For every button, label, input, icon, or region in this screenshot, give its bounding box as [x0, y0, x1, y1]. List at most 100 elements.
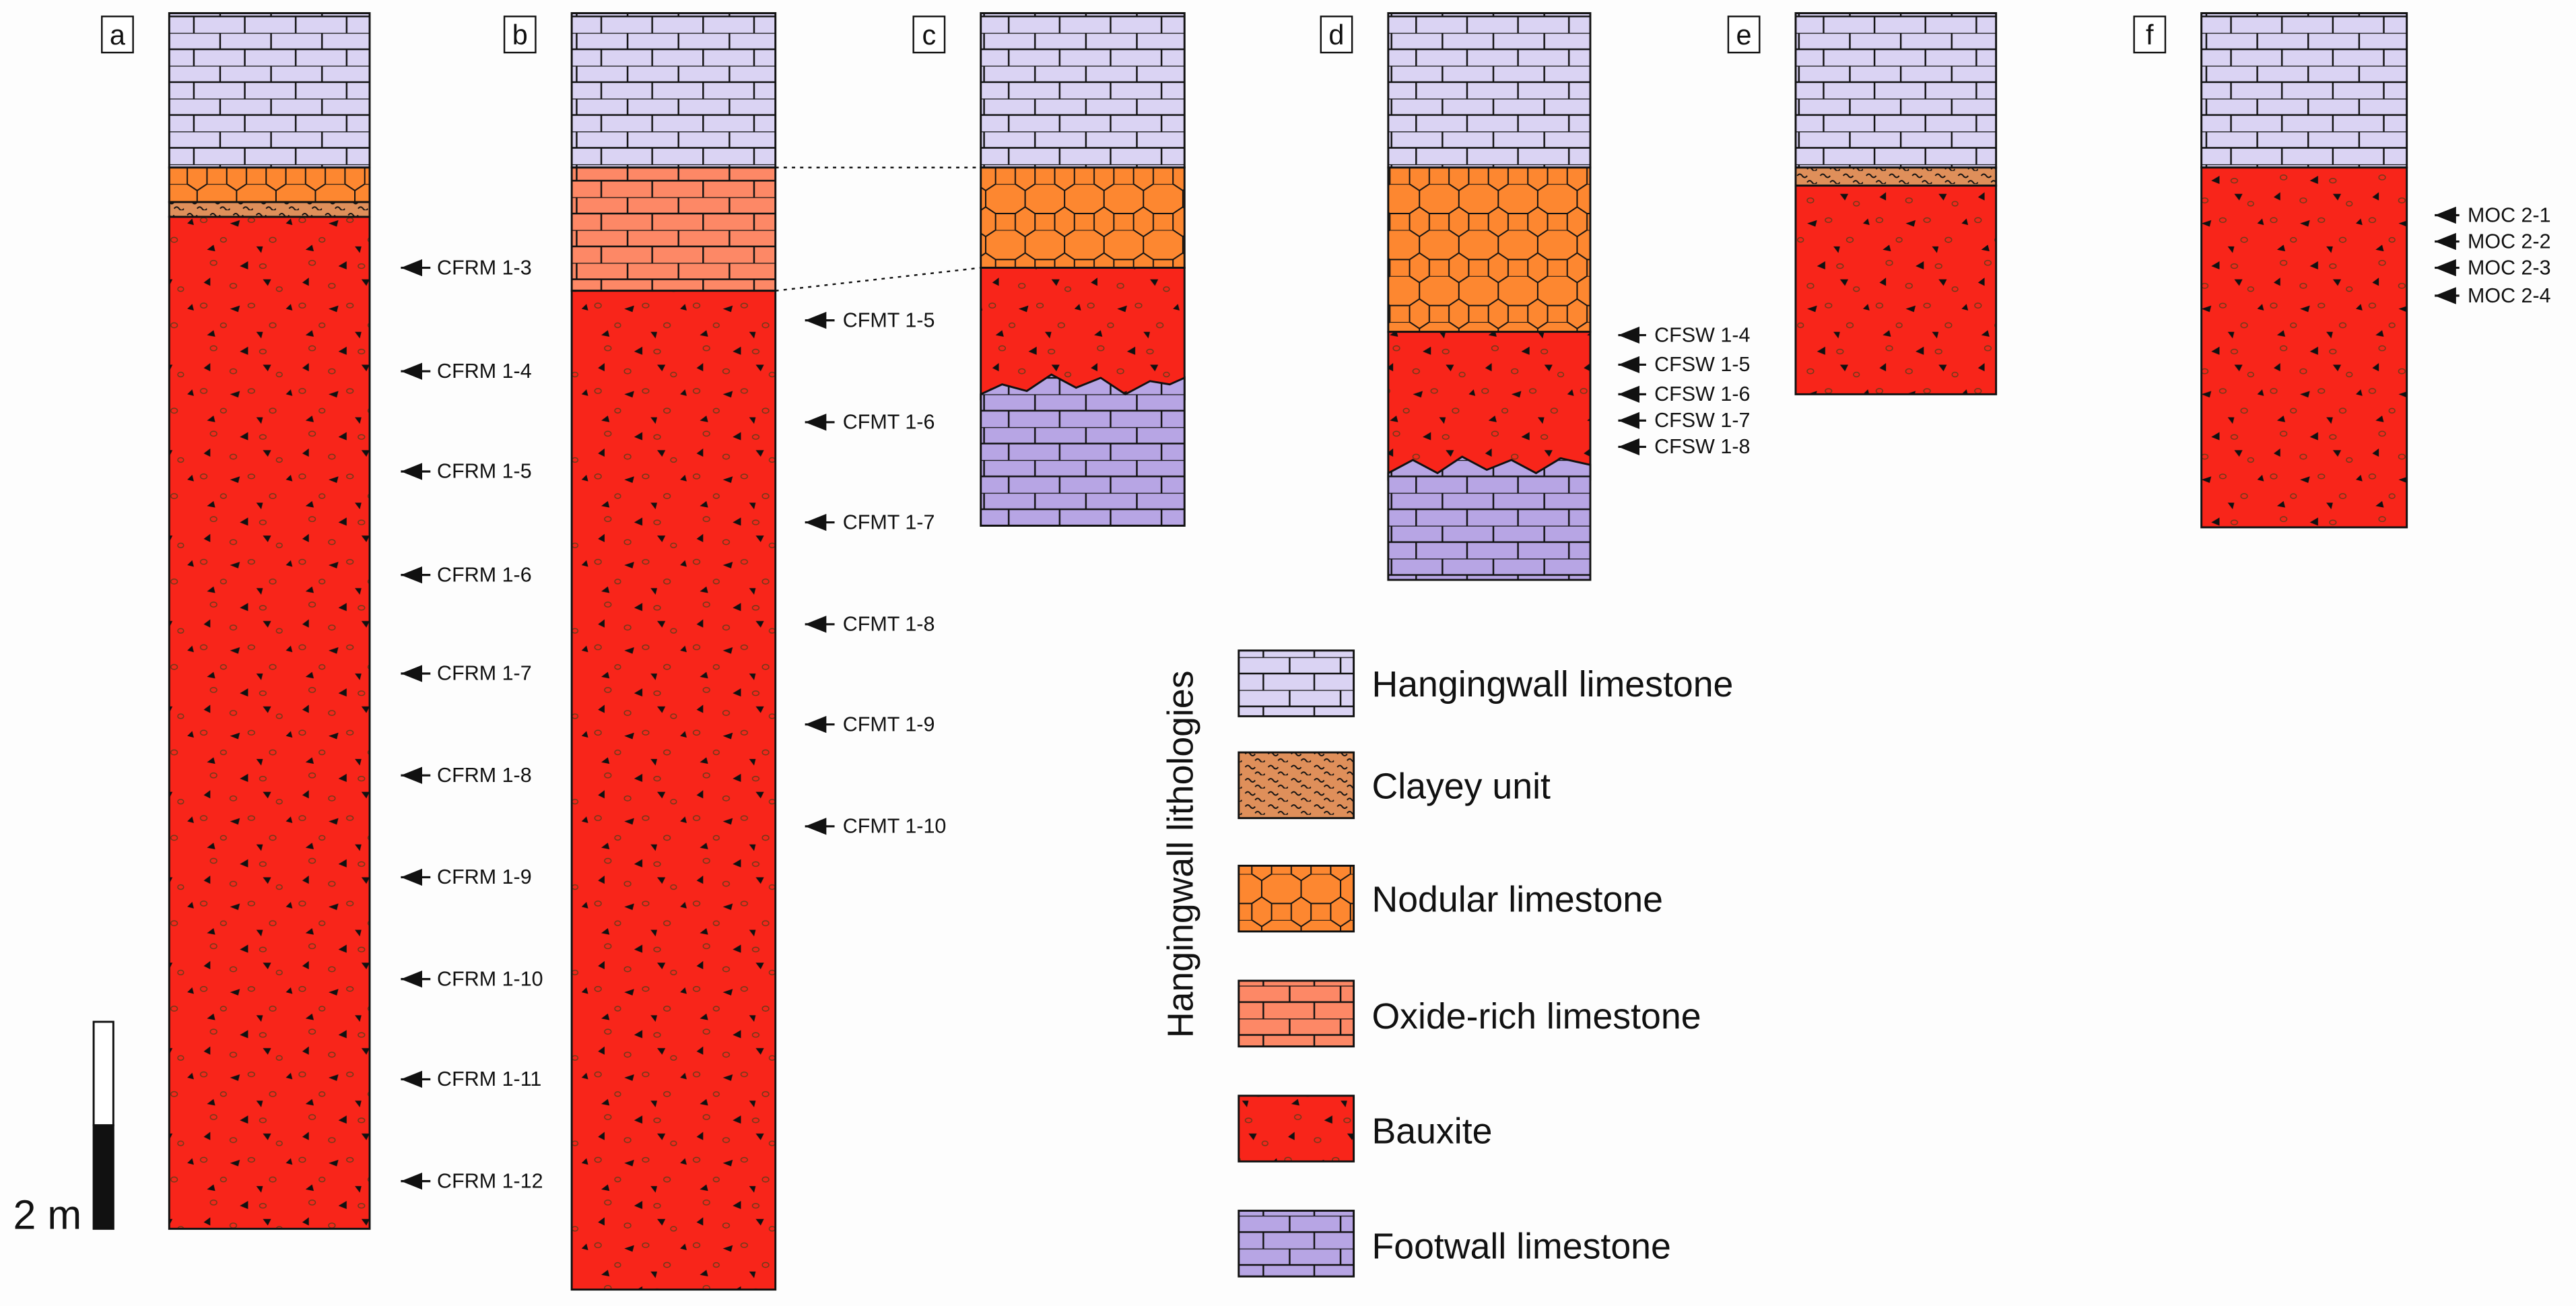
column-b: [570, 12, 777, 1291]
sample-label: CFMT 1-7: [843, 511, 935, 533]
scale-bar: 2 m: [13, 1020, 114, 1237]
sample-label: MOC 2-4: [2468, 284, 2551, 307]
column-letter: c: [922, 19, 936, 51]
sample-marker: CFSW 1-6: [1618, 383, 1750, 405]
sample-label: CFRM 1-5: [437, 460, 532, 483]
legend-item-clayey-unit: Clayey unit: [1238, 751, 1551, 820]
column-f: [2200, 12, 2408, 529]
sample-label: CFRM 1-12: [437, 1169, 543, 1192]
hangingwall-limestone-layer: [2200, 12, 2408, 169]
sample-label: CFMT 1-5: [843, 308, 935, 331]
sample-label: CFSW 1-8: [1654, 435, 1750, 458]
scale-bar-label: 2 m: [13, 1191, 82, 1237]
footwall-limestone-layer: [980, 373, 1186, 527]
legend-label: Nodular limestone: [1371, 880, 1663, 920]
legend-item-oxide-rich-limestone: Oxide-rich limestone: [1238, 979, 1701, 1048]
legend-title: Hangingwall lithologies: [1160, 670, 1200, 1038]
sample-marker: CFSW 1-4: [1618, 323, 1750, 346]
sample-marker: CFRM 1-11: [401, 1068, 541, 1090]
legend-label: Oxide-rich limestone: [1371, 996, 1701, 1037]
column-label-a: a: [101, 15, 134, 54]
clayey-unit-layer: [1794, 166, 1998, 187]
legend-item-hangingwall-limestone: Hangingwall limestone: [1238, 649, 1733, 717]
sample-label: CFRM 1-10: [437, 967, 543, 990]
sample-label: MOC 2-3: [2468, 256, 2551, 279]
sample-label: MOC 2-1: [2468, 203, 2551, 226]
bauxite-layer: [1387, 331, 1592, 481]
column-c: [980, 12, 1186, 527]
sample-marker: CFSW 1-7: [1618, 409, 1750, 432]
sample-marker: CFMT 1-6: [805, 411, 935, 434]
sample-marker: CFRM 1-7: [401, 662, 532, 685]
column-letter: b: [512, 19, 528, 51]
samples-column-b: CFMT 1-5 CFMT 1-6 CFMT 1-7 CFMT 1-8 CFMT…: [805, 308, 947, 838]
sample-marker: CFSW 1-8: [1618, 435, 1750, 458]
bauxite-layer: [168, 216, 371, 1230]
bauxite-layer: [1794, 185, 1998, 395]
sample-label: MOC 2-2: [2468, 230, 2551, 253]
sample-marker: CFRM 1-8: [401, 764, 532, 787]
legend: Hangingwall lithologies Hangingwall lime…: [1160, 649, 1733, 1278]
sample-label: CFRM 1-4: [437, 360, 532, 383]
nodular-limestone-layer: [980, 166, 1186, 269]
sample-marker: CFRM 1-5: [401, 460, 532, 483]
sample-marker: CFRM 1-10: [401, 967, 543, 990]
sample-marker: CFRM 1-9: [401, 866, 532, 888]
sample-marker: CFMT 1-8: [805, 613, 935, 636]
clayey-unit-layer: [168, 201, 371, 218]
column-letter: d: [1328, 19, 1344, 51]
correlation-lines: [775, 166, 981, 292]
column-letter: a: [110, 19, 126, 51]
sample-marker: MOC 2-3: [2435, 256, 2551, 279]
column-labels: a b c d e f: [101, 15, 2167, 54]
column-label-d: d: [1320, 15, 1353, 54]
hangingwall-limestone-layer: [1794, 12, 1998, 169]
sample-label: CFMT 1-9: [843, 713, 935, 736]
hangingwall-limestone-layer: [980, 12, 1186, 169]
sample-marker: CFMT 1-10: [805, 815, 947, 838]
sample-marker: CFRM 1-6: [401, 563, 532, 586]
sample-marker: CFRM 1-3: [401, 256, 532, 279]
column-label-f: f: [2133, 15, 2167, 54]
sample-label: CFRM 1-6: [437, 563, 532, 586]
sample-marker: CFMT 1-5: [805, 308, 935, 331]
sample-label: CFMT 1-6: [843, 411, 935, 434]
sample-label: CFRM 1-11: [437, 1068, 541, 1090]
bauxite-layer: [980, 267, 1186, 401]
hangingwall-limestone-layer: [168, 12, 371, 169]
sample-label: CFRM 1-7: [437, 662, 532, 685]
legend-item-bauxite: Bauxite: [1238, 1095, 1492, 1163]
footwall-limestone-layer: [1387, 455, 1592, 581]
sample-label: CFSW 1-7: [1654, 409, 1750, 432]
sample-marker: CFMT 1-9: [805, 713, 935, 736]
nodular-limestone-layer: [168, 166, 371, 203]
oxide-rich-limestone-layer: [570, 166, 777, 292]
column-letter: e: [1736, 19, 1752, 51]
sample-marker: CFRM 1-4: [401, 360, 532, 383]
hangingwall-limestone-layer: [570, 12, 777, 169]
sample-marker: MOC 2-4: [2435, 284, 2551, 307]
sample-marker: MOC 2-2: [2435, 230, 2551, 253]
sample-marker: CFSW 1-5: [1618, 353, 1750, 376]
column-letter: f: [2146, 19, 2154, 51]
sample-marker: CFRM 1-12: [401, 1169, 543, 1192]
column-a: [168, 12, 371, 1230]
sample-label: CFRM 1-9: [437, 866, 532, 888]
hangingwall-limestone-layer: [1387, 12, 1592, 169]
legend-label: Footwall limestone: [1371, 1226, 1670, 1266]
sample-label: CFRM 1-8: [437, 764, 532, 787]
sample-label: CFRM 1-3: [437, 256, 532, 279]
bauxite-layer: [2200, 166, 2408, 529]
samples-column-a: CFRM 1-3 CFRM 1-4 CFRM 1-5 CFRM 1-6 CFRM…: [401, 256, 543, 1192]
nodular-limestone-layer: [1387, 166, 1592, 333]
bauxite-layer: [570, 290, 777, 1291]
sample-label: CFMT 1-10: [843, 815, 947, 838]
column-e: [1794, 12, 1998, 395]
sample-marker: CFMT 1-7: [805, 511, 935, 533]
column-d: [1387, 12, 1592, 581]
sample-label: CFSW 1-5: [1654, 353, 1750, 376]
column-label-c: c: [912, 15, 946, 54]
legend-label: Hangingwall limestone: [1371, 664, 1733, 705]
column-label-b: b: [503, 15, 537, 54]
